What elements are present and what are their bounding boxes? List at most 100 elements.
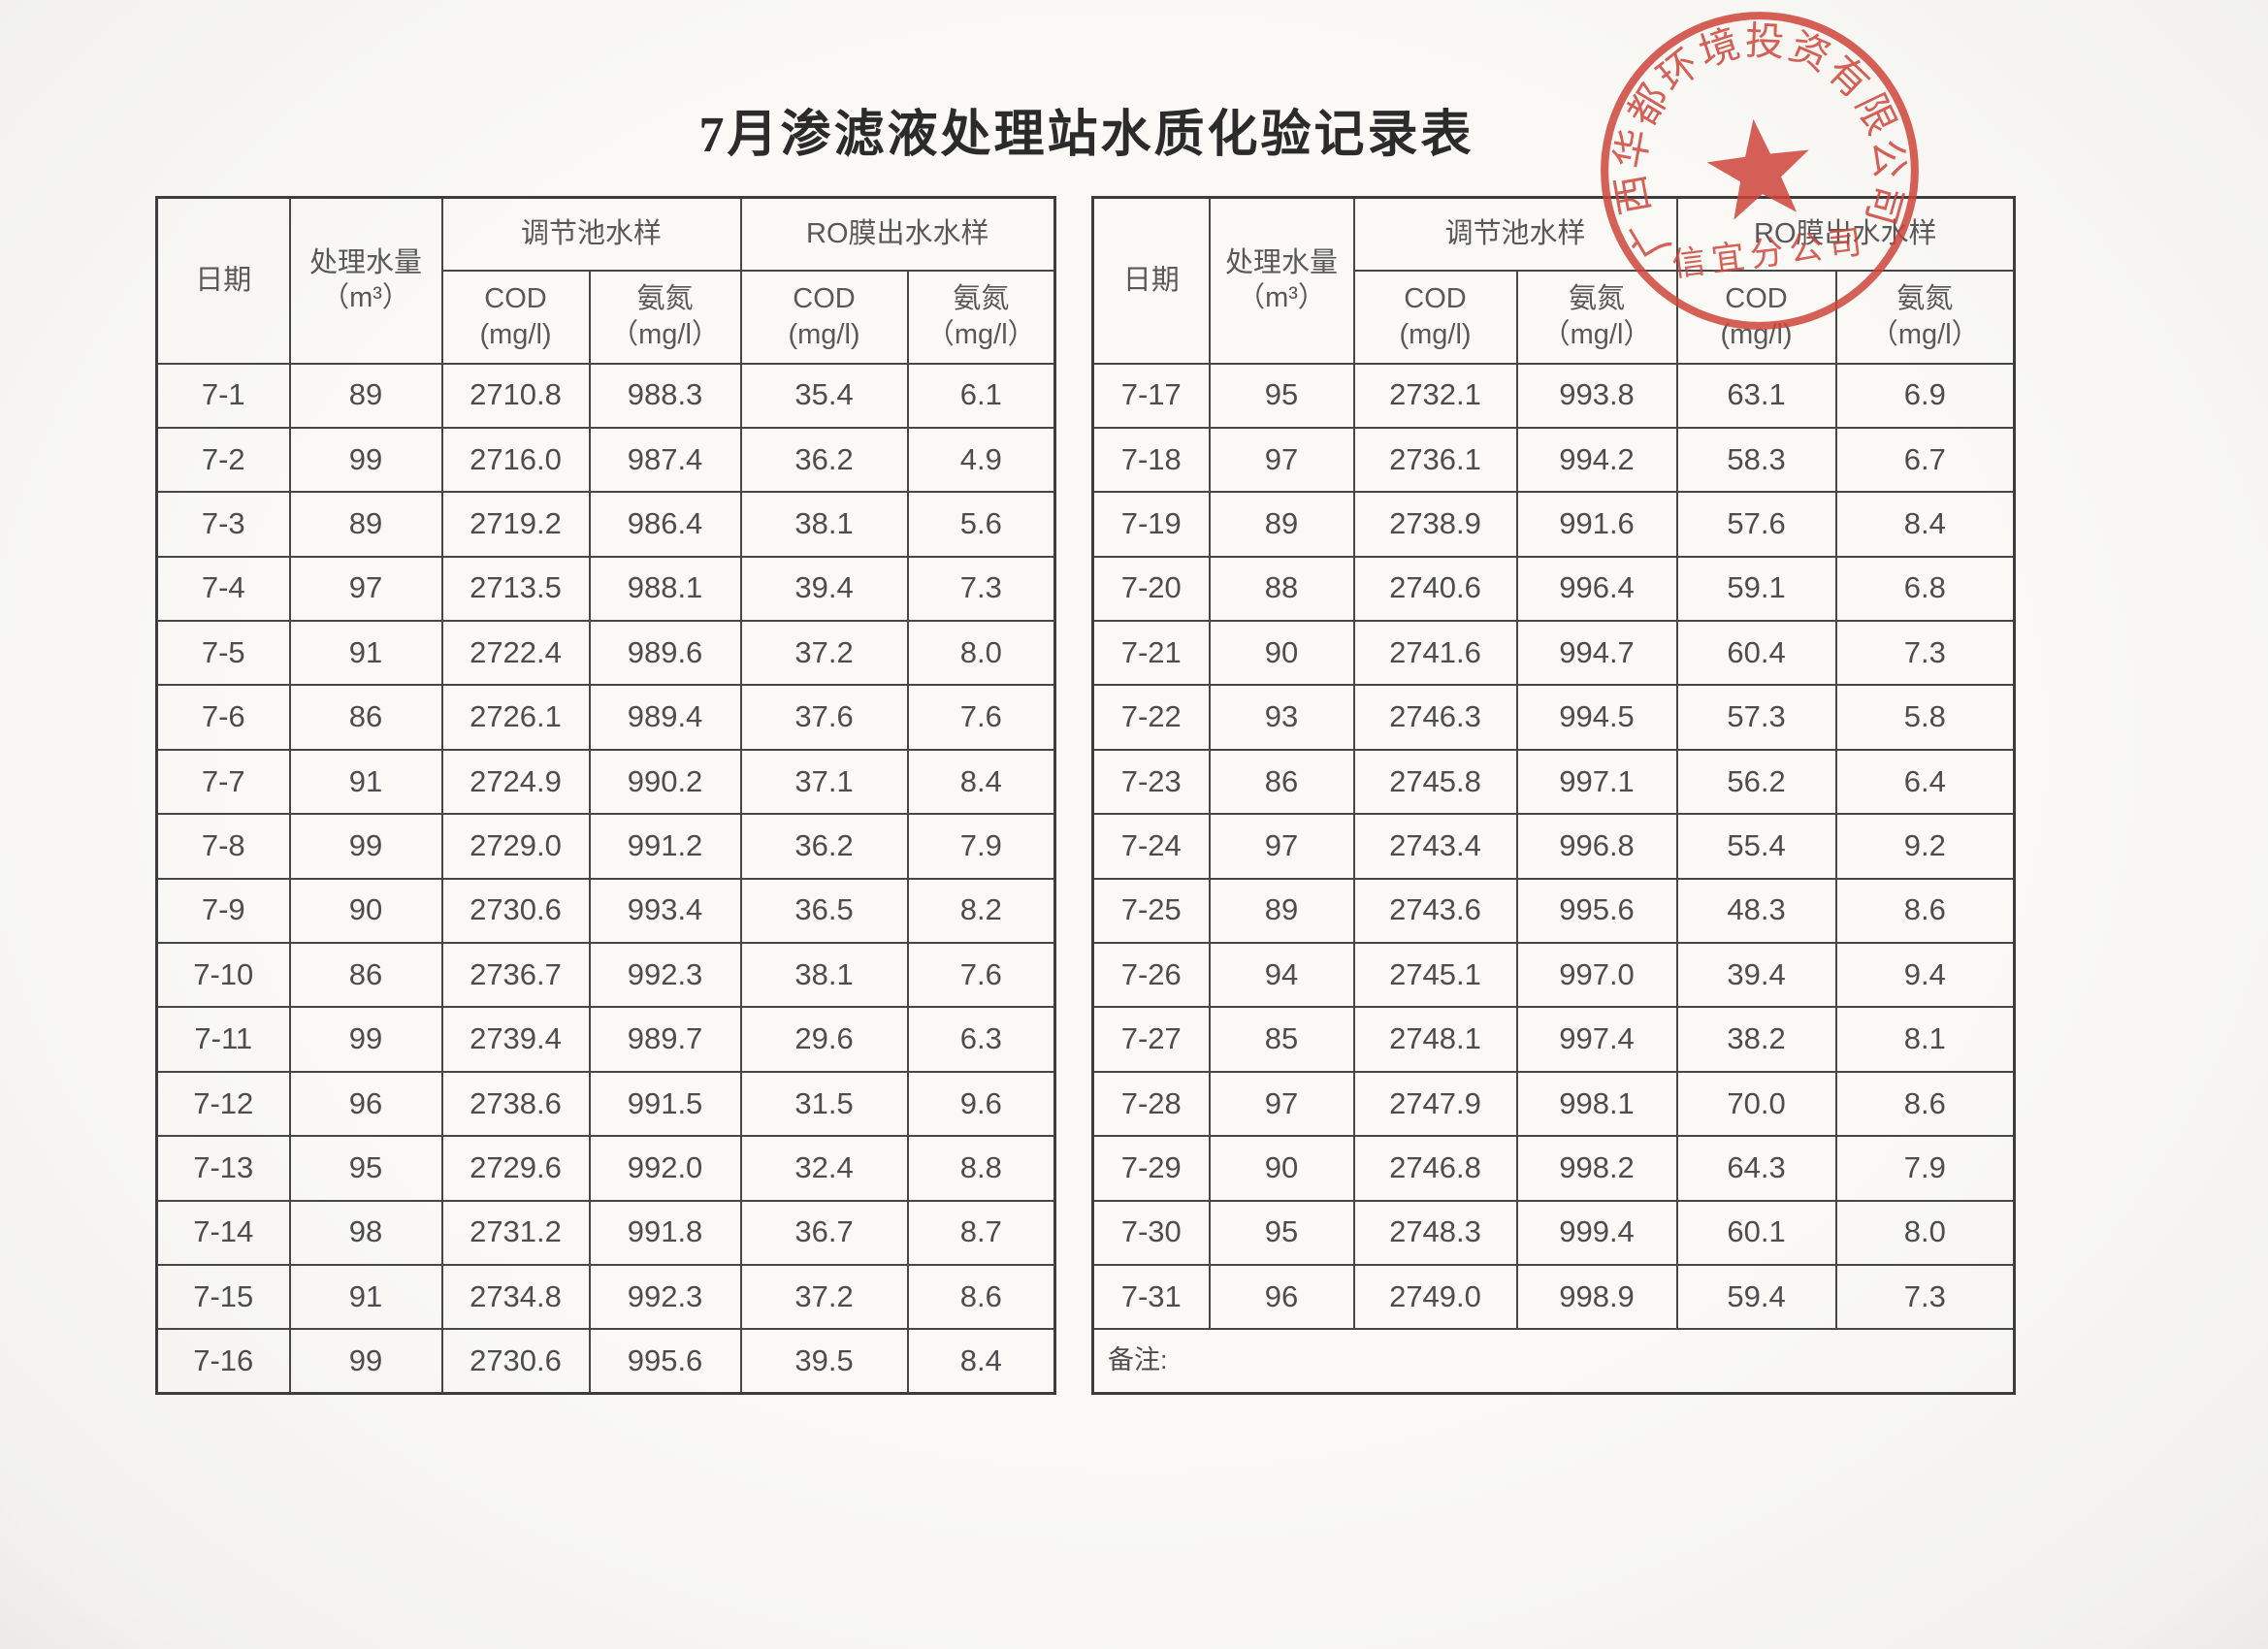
table-cell: 7.9 [906,813,1056,880]
cod-unit: (mg/l) [479,318,552,350]
table-row: 7-14 98 2731.2 991.8 36.7 8.7 [155,1199,1056,1266]
table-cell: 39.4 [739,555,909,623]
nh3-unit: （mg/l） [1869,318,1980,350]
table-cell: 96 [1208,1263,1355,1331]
table-row: 7-2 99 2716.0 987.4 36.2 4.9 [155,426,1056,494]
table-row: 7-12 96 2738.6 991.5 31.5 9.6 [155,1070,1056,1138]
table-cell: 8.4 [906,748,1056,816]
table-cell: 7.6 [906,942,1056,1009]
remarks-cell: 备注: [1091,1328,2016,1395]
table-cell: 994.2 [1515,426,1678,494]
col-header-ro-cod: COD (mg/l) [739,269,909,365]
table-cell: 89 [288,491,443,558]
col-header-date-label: 日期 [195,265,252,297]
table-cell: 2729.0 [440,813,591,880]
table-cell: 98 [288,1199,443,1266]
table-cell: 7-28 [1091,1070,1211,1138]
cod-unit: (mg/l) [1720,318,1793,350]
table-cell: 991.5 [588,1070,742,1138]
table-row: 7-3 89 2719.2 986.4 38.1 5.6 [155,491,1056,558]
table-row: 7-13 95 2729.6 992.0 32.4 8.8 [155,1135,1056,1202]
table-cell: 7-30 [1091,1199,1211,1266]
table-row: 7-1 89 2710.8 988.3 35.4 6.1 [155,362,1056,429]
nh3-label: 氨氮 [636,283,694,315]
table-row: 7-21 90 2741.6 994.7 60.4 7.3 [1091,620,2016,687]
col-header-pool-cod: COD (mg/l) [1352,269,1518,365]
table-cell: 2710.8 [440,362,591,429]
table-cell: 58.3 [1675,426,1837,494]
table-cell: 7-9 [155,877,291,945]
table-cell: 8.6 [1834,877,2016,945]
table-cell: 31.5 [739,1070,909,1138]
table-cell: 7-13 [155,1135,291,1202]
table-cell: 6.3 [906,1006,1056,1073]
table-cell: 37.2 [739,620,909,687]
table-cell: 36.5 [739,877,909,945]
table-cell: 997.0 [1515,942,1678,1009]
table-row: 7-16 99 2730.6 995.6 39.5 8.4 [155,1328,1056,1395]
table-row: 7-22 93 2746.3 994.5 57.3 5.8 [1091,684,2016,751]
table-cell: 7-24 [1091,813,1211,880]
table-row: 7-26 94 2745.1 997.0 39.4 9.4 [1091,942,2016,1009]
table-cell: 35.4 [739,362,909,429]
table-cell: 989.7 [588,1006,742,1073]
col-header-date-label: 日期 [1122,265,1180,297]
table-cell: 2746.3 [1352,684,1518,751]
table-cell: 91 [288,620,443,687]
table-cell: 998.9 [1515,1263,1678,1331]
table-cell: 2724.9 [440,748,591,816]
nh3-label: 氨氮 [1569,283,1626,315]
table-cell: 7-22 [1091,684,1211,751]
table-cell: 2729.6 [440,1135,591,1202]
table-cell: 993.8 [1515,362,1678,429]
table-cell: 4.9 [906,426,1056,494]
table-cell: 2746.8 [1352,1135,1518,1202]
table-cell: 7-11 [155,1006,291,1073]
table-row: 7-5 91 2722.4 989.6 37.2 8.0 [155,620,1056,687]
table-cell: 2722.4 [440,620,591,687]
table-cell: 32.4 [739,1135,909,1202]
table-cell: 994.5 [1515,684,1678,751]
table-cell: 97 [1208,813,1355,880]
nh3-label: 氨氮 [953,283,1010,315]
table-cell: 2745.1 [1352,942,1518,1009]
table-cell: 38.1 [739,491,909,558]
table-row: 7-31 96 2749.0 998.9 59.4 7.3 [1091,1263,2016,1331]
table-row: 7-28 97 2747.9 998.1 70.0 8.6 [1091,1070,2016,1138]
table-cell: 991.8 [588,1199,742,1266]
table-cell: 8.6 [906,1263,1056,1331]
table-cell: 5.6 [906,491,1056,558]
table-cell: 37.2 [739,1263,909,1331]
table-cell: 7-27 [1091,1006,1211,1073]
table-cell: 7-10 [155,942,291,1009]
table-row: 7-8 99 2729.0 991.2 36.2 7.9 [155,813,1056,880]
table-cell: 2743.6 [1352,877,1518,945]
group-header-ro-sample: RO膜出水水样 [1675,196,2016,272]
table-cell: 60.1 [1675,1199,1837,1266]
table-cell: 2739.4 [440,1006,591,1073]
table-cell: 2738.9 [1352,491,1518,558]
table-cell: 36.7 [739,1199,909,1266]
table-cell: 991.2 [588,813,742,880]
table-cell: 9.2 [1834,813,2016,880]
table-cell: 85 [1208,1006,1355,1073]
table-cell: 7.3 [1834,1263,2016,1331]
table-cell: 55.4 [1675,813,1837,880]
table-cell: 8.2 [906,877,1056,945]
table-cell: 9.6 [906,1070,1056,1138]
table-cell: 89 [1208,877,1355,945]
table-cell: 99 [288,1006,443,1073]
table-cell: 7-7 [155,748,291,816]
table-cell: 63.1 [1675,362,1837,429]
table-cell: 59.4 [1675,1263,1837,1331]
table-cell: 38.1 [739,942,909,1009]
col-header-pool-nh3: 氨氮 （mg/l） [1515,269,1678,365]
table-cell: 995.6 [1515,877,1678,945]
table-row: 7-4 97 2713.5 988.1 39.4 7.3 [155,555,1056,623]
table-row: 7-27 85 2748.1 997.4 38.2 8.1 [1091,1006,2016,1073]
table-cell: 2734.8 [440,1263,591,1331]
table-cell: 59.1 [1675,555,1837,623]
col-header-volume: 处理水量 （m³） [1208,196,1355,365]
table-cell: 997.1 [1515,748,1678,816]
